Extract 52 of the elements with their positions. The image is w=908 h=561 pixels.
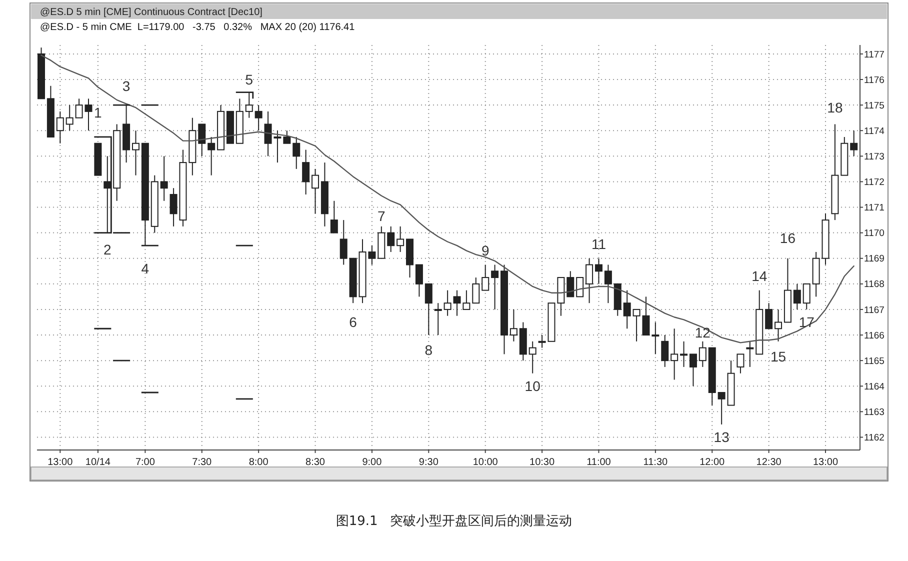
x-tick-label: 12:00 xyxy=(700,457,726,468)
annotation: 11 xyxy=(591,236,606,252)
y-tick-label: 1168 xyxy=(864,279,884,290)
y-tick-label: 1162 xyxy=(864,432,884,444)
y-tick-label: 1166 xyxy=(864,330,884,342)
annotation: 17 xyxy=(798,314,815,330)
y-tick-label: 1164 xyxy=(864,381,884,392)
y-tick-label: 1170 xyxy=(864,228,884,240)
annotation: 4 xyxy=(141,260,150,276)
x-tick-label: 9:30 xyxy=(418,457,439,468)
y-tick-label: 1173 xyxy=(864,151,884,162)
x-tick-label: 11:00 xyxy=(586,457,612,468)
annotation: 5 xyxy=(245,71,254,88)
y-tick-label: 1163 xyxy=(864,406,884,418)
x-tick-label: 8:30 xyxy=(306,457,326,468)
annotation: 7 xyxy=(378,208,386,224)
y-tick-label: 1177 xyxy=(864,49,884,60)
y-tick-label: 1174 xyxy=(864,126,884,137)
x-tick-label: 11:30 xyxy=(643,457,668,468)
annotation: 16 xyxy=(780,230,796,246)
x-tick-label: 13:00 xyxy=(812,457,838,468)
y-tick-label: 1171 xyxy=(864,202,884,214)
annotation: 6 xyxy=(349,314,358,330)
x-tick-label: 10:30 xyxy=(530,457,555,468)
x-tick-label: 10/14 xyxy=(85,457,111,468)
x-tick-label: 8:00 xyxy=(248,457,269,468)
y-tick-label: 1167 xyxy=(864,304,884,316)
annotation: 2 xyxy=(103,241,112,258)
annotation: 18 xyxy=(827,100,843,116)
annotation: 14 xyxy=(752,268,768,284)
y-tick-label: 1165 xyxy=(864,356,884,367)
y-tick-label: 1176 xyxy=(864,74,884,86)
y-tick-label: 1172 xyxy=(864,177,884,188)
x-tick-label: 12:30 xyxy=(756,457,782,468)
annotation: 3 xyxy=(122,78,130,94)
annotation: 9 xyxy=(481,242,490,259)
x-tick-label: 7:00 xyxy=(135,457,156,468)
annotation: 8 xyxy=(424,342,433,358)
caption: 图19.1 突破小型开盘区间后的测量运动 xyxy=(336,514,572,529)
annotation: 15 xyxy=(770,348,786,365)
annotation: 12 xyxy=(694,324,711,340)
annotation: 1 xyxy=(94,104,102,121)
x-tick-label: 10:00 xyxy=(472,457,498,468)
annotation: 10 xyxy=(524,378,541,394)
chart-subtitle: @ES.D - 5 min CME L=1179.00 -3.75 0.32% MAX 20 (20) 1176.41 xyxy=(40,22,356,33)
x-tick-label: 13:00 xyxy=(48,457,74,468)
y-tick-label: 1175 xyxy=(864,100,884,112)
annotation: 13 xyxy=(714,429,730,446)
x-tick-label: 9:00 xyxy=(362,457,382,468)
chart-title: @ES.D 5 min [CME] Continuous Contract [Dec10] xyxy=(40,7,263,18)
y-tick-label: 1169 xyxy=(864,254,884,265)
x-tick-label: 7:30 xyxy=(192,457,212,468)
